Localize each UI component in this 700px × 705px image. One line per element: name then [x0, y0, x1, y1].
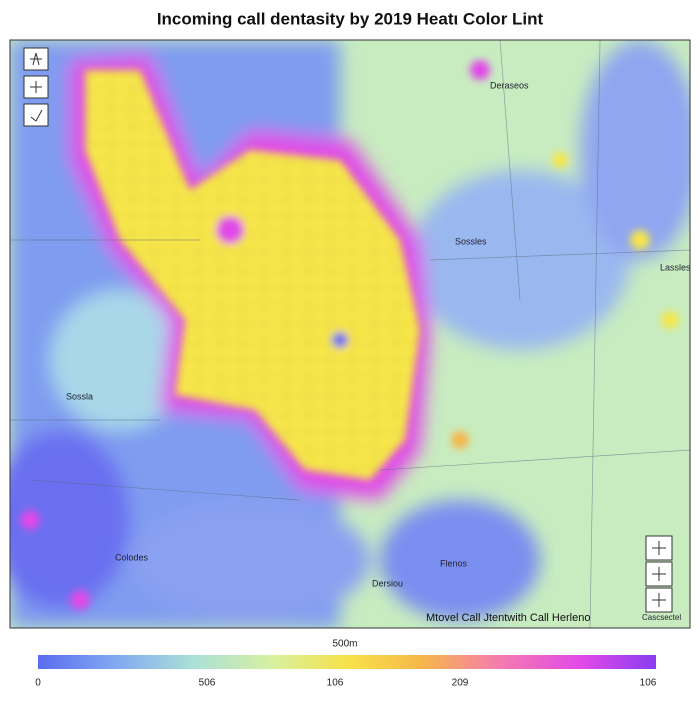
map-caption: Mtovel Call Jtentwith Call Herleno: [426, 612, 590, 624]
place-label: Sossla: [66, 391, 93, 401]
legend-tick-label: 106: [327, 678, 344, 689]
legend-tick-label: 0: [35, 678, 41, 689]
control-button[interactable]: [23, 103, 49, 127]
legend-tick-label: 106: [640, 678, 657, 689]
place-label: Dersiou: [372, 578, 403, 588]
control-button[interactable]: [645, 587, 673, 613]
place-label: Flenos: [440, 558, 468, 568]
top-controls: [23, 47, 49, 127]
place-label: Colodes: [115, 552, 149, 562]
bottom-controls: [645, 535, 673, 613]
color-bar: [38, 655, 656, 669]
heatmap: [10, 40, 690, 628]
place-label: Lassles: [660, 262, 691, 272]
control-button[interactable]: [645, 561, 673, 587]
control-button[interactable]: [23, 75, 49, 99]
legend-tick-label: 506: [199, 678, 216, 689]
scale-label: 500m: [332, 639, 357, 650]
control-button[interactable]: [645, 535, 673, 561]
place-label: Sossles: [455, 236, 487, 246]
control-button[interactable]: [23, 47, 49, 71]
place-label: Deraseos: [490, 80, 529, 90]
title: Incoming call dentasity by 2019 Heatι Co…: [157, 9, 544, 28]
legend-ticks: 0 506 106 209 106: [35, 678, 657, 689]
corner-label: Cascsectel: [642, 613, 681, 622]
place-labels: Deraseos Sossles Lassles Sossla Colodes …: [66, 80, 691, 588]
legend-tick-label: 209: [452, 678, 469, 689]
